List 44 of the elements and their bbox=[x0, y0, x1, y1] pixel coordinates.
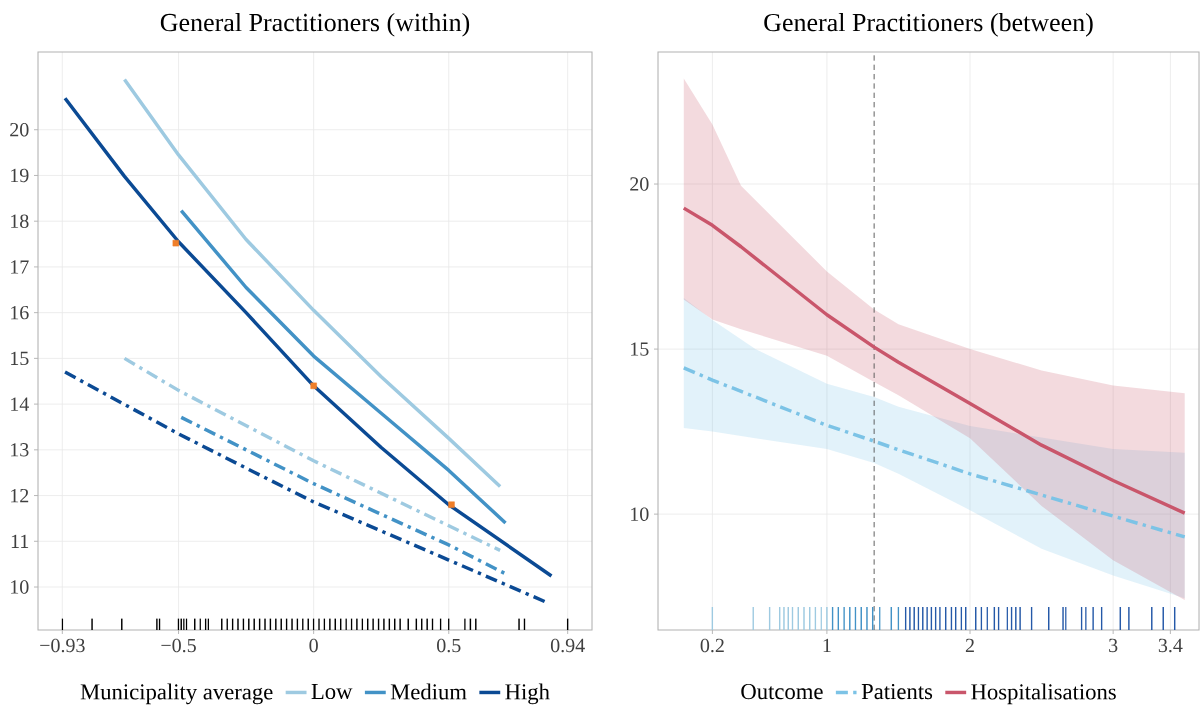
y-tick-label: 11 bbox=[11, 534, 29, 548]
x-tick-label: 0.2 bbox=[700, 638, 724, 653]
legend-title: Outcome bbox=[741, 683, 823, 700]
y-tick-label: 18 bbox=[11, 214, 29, 228]
x-tick-label: 3 bbox=[1109, 638, 1118, 653]
chart-title: General Practitioners (within) bbox=[160, 13, 470, 37]
y-tick-label: 19 bbox=[11, 168, 29, 183]
y-tick-label: 10 bbox=[631, 507, 649, 521]
line-series bbox=[179, 208, 508, 525]
x-tick-label: −0.5 bbox=[161, 638, 196, 653]
point bbox=[172, 239, 180, 247]
line-series bbox=[63, 96, 554, 578]
y-tick-label: 13 bbox=[11, 443, 29, 457]
chart-title: General Practitioners (between) bbox=[764, 13, 1093, 37]
y-tick-label: 12 bbox=[11, 488, 29, 503]
x-tick-label: 0 bbox=[309, 638, 318, 653]
line-series bbox=[122, 77, 502, 489]
y-tick-label: 14 bbox=[11, 397, 29, 411]
line-series bbox=[63, 370, 548, 604]
y-tick-label: 15 bbox=[11, 351, 29, 366]
x-tick-label: 0.94 bbox=[550, 638, 585, 653]
line-series bbox=[179, 415, 508, 576]
x-tick-label: −0.93 bbox=[40, 638, 85, 653]
legend-label: Hospitalisations bbox=[971, 683, 1116, 705]
legend-title: Municipality average bbox=[80, 683, 273, 705]
line-series bbox=[682, 206, 1187, 515]
y-tick-label: 17 bbox=[11, 260, 29, 274]
y-tick-label: 10 bbox=[11, 580, 29, 594]
legend-label: Low bbox=[311, 684, 353, 700]
y-tick-label: 15 bbox=[631, 342, 649, 356]
x-tick-label: 3.4 bbox=[1158, 638, 1183, 653]
y-tick-label: 16 bbox=[11, 305, 29, 320]
point bbox=[448, 501, 455, 508]
x-tick-label: 0.5 bbox=[437, 638, 461, 653]
x-tick-label: 2 bbox=[965, 638, 974, 652]
x-tick-label: 1 bbox=[823, 638, 831, 652]
line-series bbox=[682, 366, 1187, 539]
legend-label: Medium bbox=[390, 683, 467, 700]
line-series bbox=[122, 356, 502, 553]
point bbox=[310, 382, 317, 390]
legend-label: High bbox=[505, 683, 550, 705]
legend-label: Patients bbox=[861, 683, 933, 700]
y-tick-label: 20 bbox=[630, 177, 649, 191]
y-tick-label: 20 bbox=[10, 122, 29, 137]
